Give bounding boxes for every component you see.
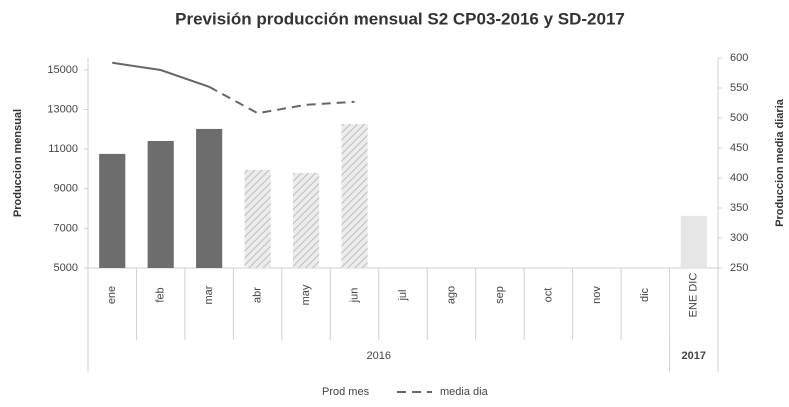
x-tick-label: sep [494, 286, 506, 304]
bar [680, 215, 707, 268]
bar [341, 123, 368, 268]
y-tick-label: 15000 [47, 64, 78, 76]
x-tick-label: ago [445, 286, 457, 304]
line-series [112, 61, 210, 88]
bar [244, 169, 271, 268]
y2-tick-label: 500 [730, 112, 748, 124]
line-series [208, 85, 355, 115]
x-tick-label: ene [106, 286, 118, 304]
y2-tick-label: 550 [730, 82, 748, 94]
y2-tick-label: 250 [730, 262, 748, 274]
x-tick-label: jun [348, 288, 360, 304]
y2-axis-title: Produccion media diaria [774, 98, 786, 227]
x-tick-label: dic [639, 287, 651, 302]
y2-tick-label: 600 [730, 52, 748, 64]
bar [196, 128, 223, 268]
x-tick-label: abr [252, 287, 264, 303]
x-tick-label: feb [155, 287, 167, 302]
x-tick-label: nov [591, 286, 603, 304]
y2-tick-label: 450 [730, 142, 748, 154]
group-label: 2016 [367, 350, 391, 362]
y-tick-label: 7000 [54, 222, 78, 234]
x-tick-label: oct [542, 288, 554, 303]
y-tick-label: 11000 [48, 143, 78, 155]
y-tick-label: 13000 [47, 103, 78, 115]
legend-label: media dia [440, 386, 489, 398]
y-tick-label: 5000 [54, 262, 78, 274]
x-tick-label: ENE DIC [688, 273, 700, 318]
bar [99, 153, 126, 268]
y2-tick-label: 350 [730, 202, 748, 214]
x-tick-label: jul [397, 289, 409, 301]
x-tick-label: may [300, 284, 312, 305]
y-tick-label: 9000 [54, 183, 78, 195]
legend-label: Prod mes [322, 386, 370, 398]
bar [147, 141, 174, 268]
y2-tick-label: 400 [730, 172, 748, 184]
y2-tick-label: 300 [730, 232, 748, 244]
bar [292, 172, 320, 268]
group-label: 2017 [682, 350, 706, 362]
y-axis-title: Produccion mensual [12, 109, 24, 217]
x-tick-label: mar [203, 285, 215, 304]
chart-title: Previsión producción mensual S2 CP03-201… [175, 9, 625, 28]
